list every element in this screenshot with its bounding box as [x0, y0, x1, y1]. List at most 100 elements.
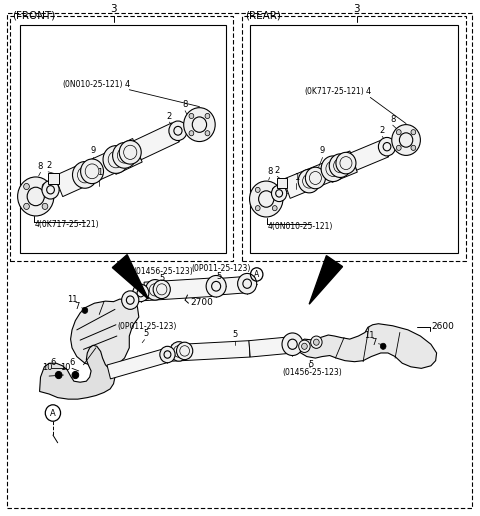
Circle shape — [305, 167, 325, 189]
Circle shape — [282, 333, 303, 356]
Circle shape — [189, 131, 194, 136]
Text: 5: 5 — [308, 360, 313, 369]
Text: 7: 7 — [371, 338, 376, 347]
Text: 8: 8 — [390, 115, 396, 124]
Text: 4(0N010-25-121): 4(0N010-25-121) — [268, 222, 333, 231]
Polygon shape — [107, 138, 142, 174]
Bar — [277, 179, 287, 188]
Circle shape — [132, 284, 149, 302]
Text: 1: 1 — [96, 168, 102, 177]
Circle shape — [238, 273, 257, 294]
Text: 2: 2 — [380, 126, 385, 135]
Polygon shape — [249, 337, 288, 357]
Circle shape — [336, 152, 356, 174]
Circle shape — [255, 205, 260, 211]
Text: (0P011-25-123): (0P011-25-123) — [117, 322, 177, 331]
Text: (01456-25-123): (01456-25-123) — [134, 267, 193, 276]
Text: (01456-25-123): (01456-25-123) — [283, 368, 342, 377]
Polygon shape — [296, 324, 437, 368]
Circle shape — [24, 184, 29, 189]
Text: 7: 7 — [74, 302, 80, 311]
Polygon shape — [112, 255, 148, 299]
Polygon shape — [283, 162, 332, 198]
Text: (0P011-25-123): (0P011-25-123) — [191, 264, 251, 273]
Circle shape — [380, 343, 386, 349]
Polygon shape — [133, 123, 180, 159]
Text: (0K717-25-121): (0K717-25-121) — [304, 87, 364, 96]
Bar — [251, 25, 457, 253]
Polygon shape — [55, 152, 115, 197]
Bar — [242, 17, 466, 261]
Circle shape — [160, 346, 175, 363]
Text: 8: 8 — [38, 162, 43, 171]
Text: 4: 4 — [124, 79, 130, 89]
Circle shape — [103, 146, 129, 173]
Polygon shape — [107, 349, 168, 379]
Polygon shape — [350, 140, 389, 170]
Circle shape — [378, 137, 396, 156]
Text: 8: 8 — [182, 100, 188, 109]
Text: A: A — [50, 409, 56, 417]
Circle shape — [411, 130, 416, 135]
Bar — [48, 173, 59, 184]
Circle shape — [169, 121, 187, 140]
Text: A: A — [254, 270, 259, 279]
Text: (0N010-25-121): (0N010-25-121) — [62, 79, 123, 89]
Polygon shape — [39, 345, 115, 399]
Text: 9: 9 — [320, 147, 325, 155]
Circle shape — [189, 114, 194, 119]
Polygon shape — [211, 277, 245, 296]
Circle shape — [311, 336, 322, 348]
Circle shape — [145, 280, 165, 300]
Circle shape — [121, 291, 139, 310]
Text: 5: 5 — [159, 273, 165, 283]
Polygon shape — [324, 151, 357, 182]
Text: 2: 2 — [47, 161, 52, 170]
Text: 10: 10 — [60, 363, 71, 373]
Circle shape — [72, 372, 79, 379]
Text: 5: 5 — [143, 329, 148, 338]
Text: 2: 2 — [275, 166, 280, 175]
Circle shape — [153, 280, 170, 299]
Text: 1: 1 — [294, 172, 299, 182]
Circle shape — [206, 276, 226, 297]
Circle shape — [119, 140, 141, 164]
Circle shape — [113, 142, 136, 168]
Text: 2: 2 — [167, 111, 172, 121]
Circle shape — [272, 187, 277, 192]
Circle shape — [299, 340, 310, 352]
Circle shape — [392, 124, 420, 155]
Circle shape — [205, 131, 210, 136]
Circle shape — [55, 372, 62, 379]
Polygon shape — [71, 299, 139, 368]
Circle shape — [82, 308, 88, 313]
Text: 4(0K717-25-121): 4(0K717-25-121) — [35, 220, 99, 229]
Polygon shape — [309, 255, 343, 304]
Circle shape — [177, 342, 193, 360]
Circle shape — [81, 159, 104, 184]
Text: 8: 8 — [267, 167, 272, 176]
Circle shape — [396, 146, 401, 150]
Circle shape — [321, 156, 345, 182]
Circle shape — [301, 343, 307, 349]
Circle shape — [396, 130, 401, 135]
Circle shape — [170, 342, 188, 361]
Text: 6: 6 — [50, 358, 56, 367]
Bar — [20, 25, 226, 253]
Circle shape — [24, 203, 29, 209]
Text: 10: 10 — [42, 363, 52, 373]
Circle shape — [250, 181, 283, 217]
Text: 2700: 2700 — [190, 298, 213, 307]
Circle shape — [313, 339, 319, 345]
Bar — [10, 17, 233, 261]
Circle shape — [42, 203, 48, 209]
Polygon shape — [172, 341, 250, 361]
Circle shape — [329, 154, 351, 178]
Text: 3: 3 — [354, 4, 360, 14]
Circle shape — [18, 177, 54, 216]
Text: (REAR): (REAR) — [245, 11, 281, 21]
Circle shape — [255, 187, 260, 192]
Polygon shape — [144, 278, 212, 301]
Circle shape — [184, 108, 215, 141]
Circle shape — [72, 162, 97, 188]
